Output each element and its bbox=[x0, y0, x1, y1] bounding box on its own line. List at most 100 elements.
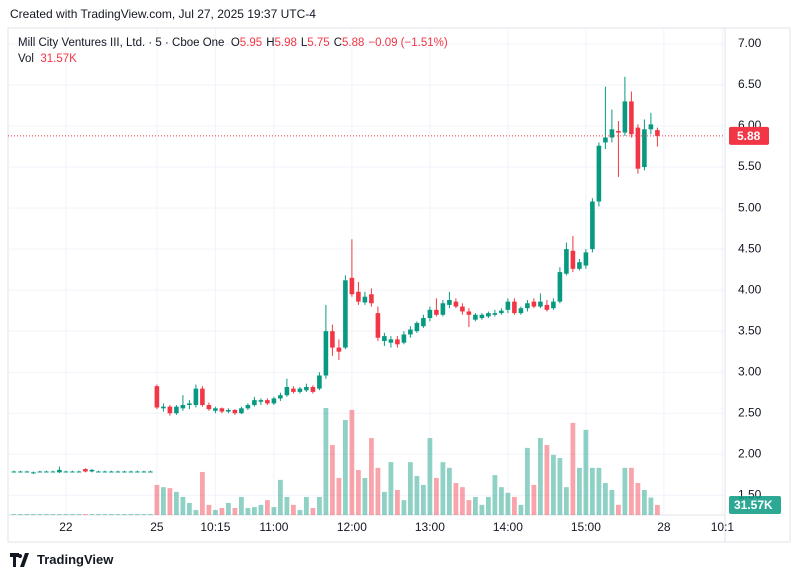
x-tick-label: 22 bbox=[59, 520, 73, 534]
volume-bar bbox=[154, 484, 160, 515]
candle-body bbox=[512, 301, 517, 314]
volume-bar bbox=[265, 500, 270, 515]
volume-bar bbox=[167, 488, 173, 515]
volume-bar bbox=[330, 445, 335, 515]
candle-body bbox=[44, 471, 49, 473]
volume-bar bbox=[609, 489, 615, 515]
candle-body bbox=[161, 406, 166, 409]
candle-body bbox=[564, 249, 569, 274]
volume-bar bbox=[414, 476, 420, 515]
y-tick-label: 6.50 bbox=[738, 77, 762, 91]
volume-bar bbox=[63, 514, 69, 515]
chart-frame bbox=[7, 27, 791, 543]
volume-bar bbox=[544, 445, 550, 515]
candle-body bbox=[297, 388, 303, 392]
volume-bar bbox=[453, 483, 459, 515]
volume-bar bbox=[505, 492, 511, 515]
candle-body bbox=[583, 252, 589, 266]
candle-body bbox=[258, 400, 264, 402]
volume-bar bbox=[193, 509, 199, 515]
candle-body bbox=[323, 331, 329, 376]
candle-body bbox=[226, 409, 231, 412]
volume-bar bbox=[187, 502, 192, 515]
x-tick-label: 28 bbox=[657, 520, 671, 534]
legend-row: Mill City Ventures III, Ltd. · 5 · Cboe … bbox=[18, 35, 448, 51]
volume-bar bbox=[115, 514, 121, 515]
x-tick-label: 10:15 bbox=[200, 520, 230, 534]
candle-body bbox=[460, 306, 465, 312]
candle-body bbox=[232, 409, 238, 414]
volume-layer bbox=[11, 408, 660, 515]
y-tick-label: 7.00 bbox=[738, 36, 762, 50]
volume-bar bbox=[304, 496, 309, 515]
volume-bar bbox=[271, 507, 277, 515]
brand: TradingView bbox=[37, 552, 114, 567]
candle-body bbox=[317, 375, 322, 389]
candle-body bbox=[57, 469, 62, 473]
candle-body bbox=[356, 291, 361, 302]
legend-row: Vol 31.57K bbox=[18, 51, 448, 67]
candle-body bbox=[141, 471, 147, 473]
volume-bar bbox=[349, 409, 355, 515]
candle-body bbox=[473, 314, 478, 320]
volume-bar bbox=[291, 504, 296, 515]
volume-bar bbox=[401, 500, 407, 515]
volume-bar bbox=[122, 514, 127, 515]
volume-bar bbox=[499, 487, 504, 515]
candle-body bbox=[96, 471, 101, 473]
candle-body bbox=[518, 308, 524, 314]
volume-value: 31.57K bbox=[40, 53, 77, 65]
candle-body bbox=[265, 400, 270, 404]
candle-body bbox=[206, 405, 212, 410]
volume-bar bbox=[109, 514, 114, 515]
candle-body bbox=[330, 331, 335, 348]
volume-bar bbox=[83, 514, 88, 515]
volume-bar bbox=[447, 467, 452, 515]
logo bbox=[10, 552, 29, 567]
legend-key: C bbox=[333, 37, 342, 49]
candle-body bbox=[24, 471, 30, 473]
candle-body bbox=[434, 309, 439, 315]
legend-value: 5.95 bbox=[239, 37, 263, 49]
candle-body bbox=[622, 101, 628, 133]
volume-bar bbox=[141, 514, 147, 515]
candle-body bbox=[63, 471, 69, 473]
candle-body bbox=[616, 130, 621, 133]
candle-body bbox=[167, 406, 173, 414]
candle-body bbox=[200, 388, 205, 406]
volume-bar bbox=[629, 467, 634, 515]
candle-body bbox=[180, 405, 186, 409]
volume-bar bbox=[18, 514, 23, 515]
candle-body bbox=[414, 322, 420, 332]
candle-body bbox=[122, 471, 127, 473]
candle-body bbox=[655, 130, 660, 136]
y-tick-label: 2.50 bbox=[738, 405, 762, 419]
volume-bar bbox=[356, 470, 361, 515]
candle-body bbox=[492, 313, 498, 315]
volume-bar bbox=[382, 491, 387, 515]
candle-body bbox=[531, 301, 537, 307]
legend-key: O bbox=[230, 37, 240, 49]
legend-value: 5.75 bbox=[307, 37, 330, 49]
volume-bar bbox=[596, 467, 602, 515]
candle-body bbox=[369, 294, 374, 304]
candle-body bbox=[590, 201, 595, 250]
volume-bar bbox=[473, 496, 478, 515]
volume-bar bbox=[492, 475, 498, 515]
last-volume-box bbox=[729, 496, 781, 515]
volume-bar bbox=[213, 509, 218, 515]
volume-bar bbox=[369, 438, 374, 515]
candle-body bbox=[395, 339, 400, 345]
volume-bar bbox=[408, 462, 413, 515]
volume-bar bbox=[538, 438, 543, 515]
volume-bar bbox=[89, 514, 95, 515]
y-tick-label: 4.00 bbox=[738, 282, 762, 296]
candle-body bbox=[577, 262, 582, 269]
volume-bar bbox=[557, 458, 563, 515]
volume-bar bbox=[24, 514, 30, 515]
candle-body bbox=[193, 388, 199, 406]
candle-body bbox=[252, 400, 257, 406]
volume-bar bbox=[323, 408, 329, 515]
volume-bar bbox=[434, 477, 439, 515]
candle-body bbox=[70, 471, 75, 473]
